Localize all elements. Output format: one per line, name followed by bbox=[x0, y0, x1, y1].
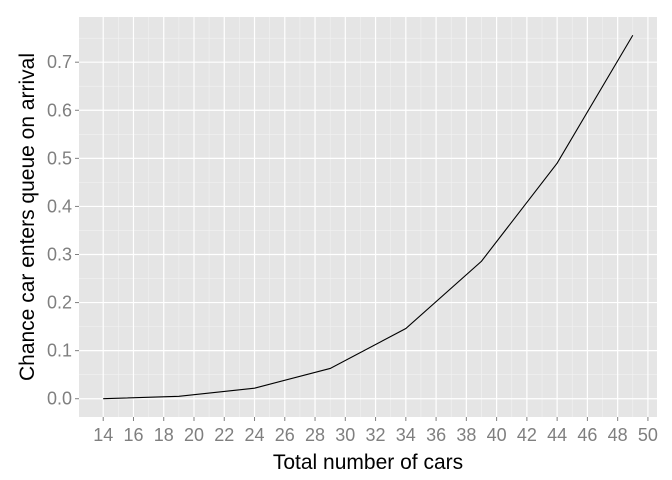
x-tick-label: 16 bbox=[123, 425, 143, 445]
x-tick-label: 40 bbox=[487, 425, 507, 445]
x-tick-label: 46 bbox=[577, 425, 597, 445]
x-tick-label: 22 bbox=[214, 425, 234, 445]
x-tick-label: 38 bbox=[456, 425, 476, 445]
x-tick-label: 50 bbox=[638, 425, 658, 445]
x-tick-label: 36 bbox=[426, 425, 446, 445]
x-tick-label: 28 bbox=[305, 425, 325, 445]
y-tick-label: 0.4 bbox=[47, 196, 72, 216]
y-axis-title: Chance car enters queue on arrival bbox=[16, 53, 39, 381]
x-tick-label: 24 bbox=[245, 425, 265, 445]
x-axis-title: Total number of cars bbox=[273, 451, 463, 474]
y-tick-label: 0.2 bbox=[47, 293, 72, 313]
x-tick-label: 20 bbox=[184, 425, 204, 445]
y-tick-label: 0.3 bbox=[47, 245, 72, 265]
x-tick-label: 30 bbox=[335, 425, 355, 445]
x-tick-label: 34 bbox=[396, 425, 416, 445]
y-axis: 0.0 0.1 0.2 0.3 0.4 0.5 0.6 0.7 bbox=[47, 52, 79, 409]
series-line bbox=[103, 34, 634, 400]
x-tick-label: 18 bbox=[154, 425, 174, 445]
x-tick-label: 42 bbox=[517, 425, 537, 445]
y-tick-label: 0.1 bbox=[47, 341, 72, 361]
x-axis: 14 16 18 20 22 24 26 28 30 32 34 36 38 40 42 44 46 48 50 bbox=[93, 417, 658, 445]
y-tick-label: 0.7 bbox=[47, 52, 72, 72]
y-tick-label: 0.6 bbox=[47, 100, 72, 120]
x-tick-label: 26 bbox=[275, 425, 295, 445]
y-tick-label: 0.0 bbox=[47, 389, 72, 409]
major-gridlines bbox=[79, 17, 657, 417]
x-tick-label: 14 bbox=[93, 425, 113, 445]
x-tick-label: 32 bbox=[366, 425, 386, 445]
y-tick-label: 0.5 bbox=[47, 148, 72, 168]
x-tick-label: 48 bbox=[608, 425, 628, 445]
x-tick-label: 44 bbox=[547, 425, 567, 445]
plot-panel bbox=[79, 17, 657, 417]
